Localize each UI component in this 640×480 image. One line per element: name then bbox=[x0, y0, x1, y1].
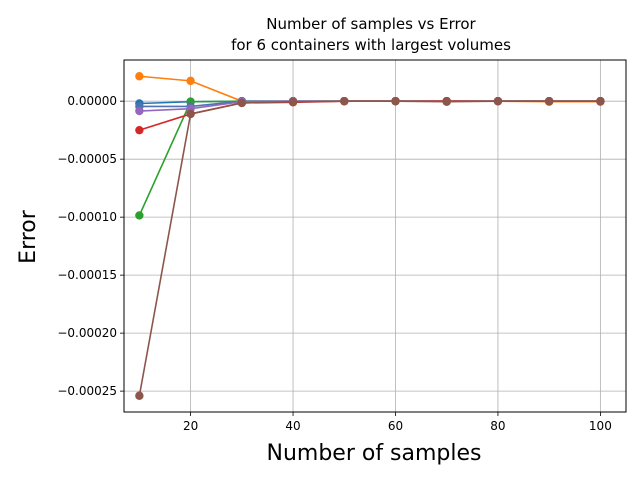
y-tick-label-4: −0.00020 bbox=[57, 326, 117, 340]
series-6-point-1 bbox=[186, 109, 195, 119]
series-layer bbox=[135, 72, 605, 400]
y-axis-label: Error bbox=[16, 209, 41, 264]
series-2-point-0 bbox=[135, 211, 144, 220]
y-tick-label-1: −0.00005 bbox=[57, 152, 117, 166]
x-tick-label-2: 60 bbox=[388, 419, 403, 433]
y-tick-label-3: −0.00015 bbox=[57, 268, 117, 282]
series-6-point-0 bbox=[135, 391, 144, 400]
x-axis-label: Number of samples bbox=[266, 441, 481, 466]
series-1-point-0 bbox=[135, 72, 144, 81]
y-tick-label-5: −0.00025 bbox=[57, 384, 117, 398]
series-6-point-6 bbox=[442, 97, 451, 106]
chart-title-line-2: for 6 containers with largest volumes bbox=[231, 36, 511, 54]
plot-frame bbox=[123, 59, 627, 413]
series-6-point-9 bbox=[596, 96, 605, 106]
series-5-point-0 bbox=[135, 125, 144, 135]
series-6-point-3 bbox=[288, 97, 298, 106]
series-4-point-0 bbox=[135, 106, 144, 116]
y-tick-label-2: −0.00010 bbox=[57, 210, 117, 224]
series-6-point-4 bbox=[340, 96, 349, 106]
x-tick-label-1: 40 bbox=[285, 419, 300, 433]
series-6-line bbox=[138, 100, 601, 396]
series-6-point-7 bbox=[493, 96, 503, 106]
series-6-point-2 bbox=[237, 98, 247, 108]
series-6-point-8 bbox=[544, 96, 554, 106]
series-1-point-1 bbox=[186, 76, 195, 86]
series-6-point-5 bbox=[391, 96, 400, 106]
tick-layer: 20 40 60 80 100 0.00000 −0.00005 −0.00010 −0.000… bbox=[57, 94, 612, 433]
series-6 bbox=[135, 96, 605, 400]
y-tick-label-0: 0.00000 bbox=[67, 94, 117, 108]
chart-title-line-1: Number of samples vs Error bbox=[266, 15, 476, 33]
x-tick-label-0: 20 bbox=[183, 419, 198, 433]
x-tick-label-3: 80 bbox=[490, 419, 505, 433]
x-tick-label-4: 100 bbox=[589, 419, 612, 433]
